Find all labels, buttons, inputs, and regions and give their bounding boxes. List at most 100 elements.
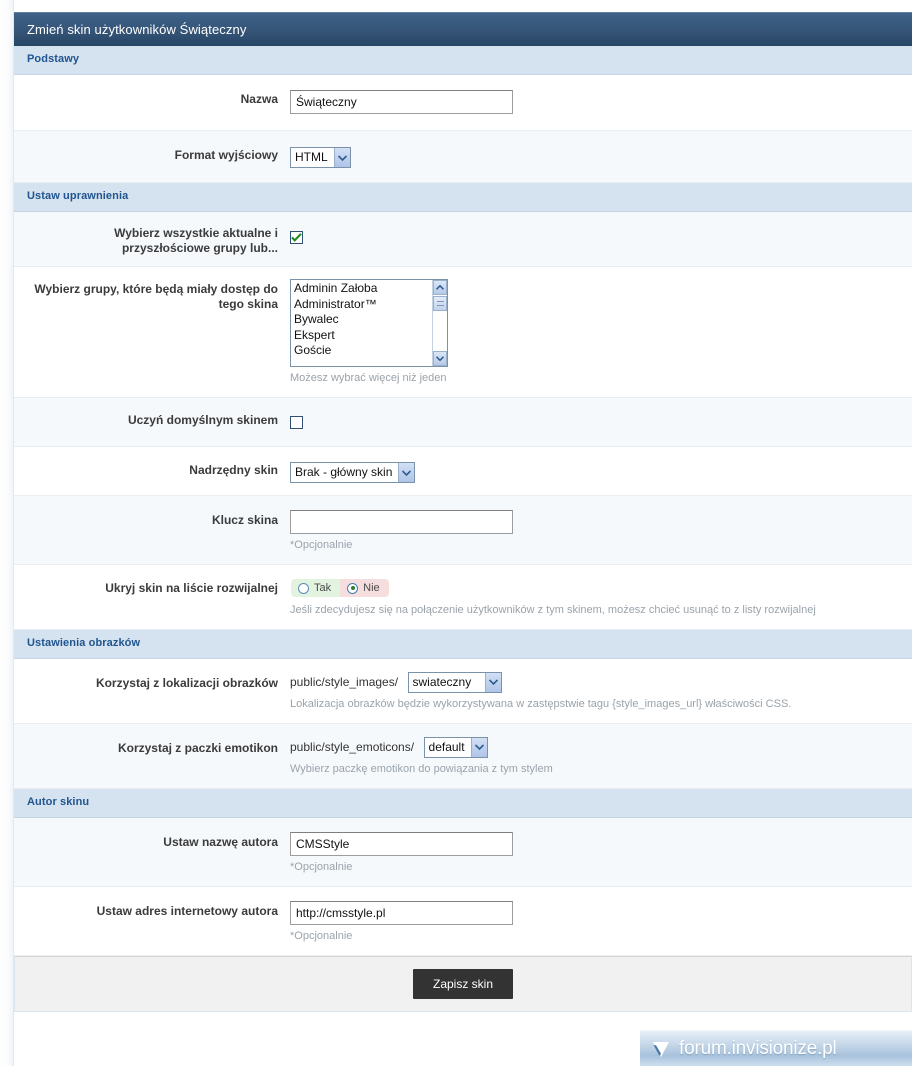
left-gutter (0, 0, 14, 1066)
chevron-down-icon (333, 148, 350, 167)
row-skin-key: Klucz skina *Opcjonalnie (14, 496, 912, 565)
label-author-url: Ustaw adres internetowy autora (96, 903, 278, 918)
row-author-url: Ustaw adres internetowy autora *Opcjonal… (14, 886, 912, 956)
window-title-bar: Zmień skin użytkowników Świąteczny (14, 12, 912, 46)
groups-list-hint: Możesz wybrać więcej niż jeden (290, 372, 447, 384)
label-skin-key: Klucz skina (211, 513, 278, 527)
row-groups-list: Wybierz grupy, które będą miały dostęp d… (14, 267, 912, 398)
chevron-down-icon (485, 672, 502, 692)
row-hide-skin: Ukryj skin na liście rozwijalnej Tak Nie… (14, 565, 912, 630)
section-header-author-label: Autor skinu (27, 795, 90, 808)
author-url-input[interactable] (290, 900, 513, 925)
emoticons-pack-prefix: public/style_emoticons/ (290, 740, 415, 755)
field-author-url: *Opcjonalnie (290, 887, 912, 955)
parent-skin-value: Brak - główny skin (295, 465, 393, 479)
row-images-location: Korzystaj z lokalizacji obrazków public/… (14, 658, 912, 724)
parent-skin-select[interactable]: Brak - główny skin (290, 462, 416, 483)
label-parent-skin: Nadrzędny skin (189, 463, 278, 477)
field-images-location: public/style_images/ swiateczny Lokaliza… (290, 659, 912, 723)
row-skin-name: Nazwa (14, 75, 912, 131)
invisionize-logo-icon (653, 1041, 669, 1057)
groups-listbox-items[interactable]: Adminin Załoba Administrator™ Bywalec Ek… (291, 280, 432, 366)
output-format-select[interactable]: HTML (290, 147, 351, 168)
radio-selected-icon (347, 582, 359, 594)
field-output-format: HTML (290, 131, 912, 180)
scrollbar-thumb[interactable] (433, 296, 447, 311)
field-groups-list: Adminin Załoba Administrator™ Bywalec Ek… (290, 267, 912, 397)
label-hide-skin: Ukryj skin na liście rozwijalnej (105, 581, 278, 595)
section-header-permissions-label: Ustaw uprawnienia (27, 190, 129, 202)
list-item[interactable]: Ekspert (294, 327, 335, 342)
default-skin-checkbox[interactable] (290, 416, 303, 429)
page-title: Zmień skin użytkowników Świąteczny (27, 22, 247, 37)
skin-key-hint: *Opcjonalnie (290, 539, 353, 551)
scrollbar-track[interactable] (433, 311, 447, 351)
hide-skin-no-label: Nie (363, 582, 380, 594)
select-all-groups-checkbox[interactable] (290, 231, 303, 244)
label-groups-list: Wybierz grupy, które będą miały dostęp d… (34, 282, 278, 311)
label-skin-name: Nazwa (240, 92, 278, 106)
field-select-all-groups (290, 212, 912, 259)
label-select-all-groups: Wybierz wszystkie aktualne i przyszłości… (114, 226, 278, 255)
author-name-input[interactable] (290, 831, 513, 856)
groups-listbox-scrollbar[interactable] (432, 280, 447, 366)
row-select-all-groups: Wybierz wszystkie aktualne i przyszłości… (14, 212, 912, 267)
hide-skin-yes-label: Tak (314, 582, 332, 594)
author-name-hint: *Opcjonalnie (290, 860, 353, 873)
images-location-select[interactable]: swiateczny (407, 671, 503, 693)
images-location-prefix: public/style_images/ (290, 675, 399, 690)
field-skin-name (290, 75, 912, 126)
left-gutter-divider (13, 0, 14, 1066)
form-footer: Zapisz skin (14, 955, 912, 1012)
list-item[interactable]: Administrator™ (294, 296, 377, 311)
list-item[interactable]: Bywalec (294, 312, 339, 326)
skin-key-input[interactable] (290, 510, 513, 534)
field-parent-skin: Brak - główny skin (290, 447, 912, 495)
row-parent-skin: Nadrzędny skin Brak - główny skin (14, 447, 912, 496)
groups-listbox[interactable]: Adminin Załoba Administrator™ Bywalec Ek… (290, 279, 448, 367)
admin-form-frame: Zmień skin użytkowników Świąteczny Podst… (14, 12, 912, 1012)
output-format-value: HTML (295, 150, 328, 164)
hide-skin-option-yes[interactable]: Tak (291, 579, 341, 597)
section-header-permissions: Ustaw uprawnienia (14, 183, 912, 212)
chevron-down-icon (398, 463, 415, 482)
label-default-skin: Uczyń domyślnym skinem (127, 413, 278, 427)
row-emoticons-pack: Korzystaj z paczki emotikon public/style… (14, 723, 912, 789)
row-default-skin: Uczyń domyślnym skinem (14, 398, 912, 447)
hide-skin-toggle[interactable]: Tak Nie (290, 578, 390, 598)
emoticons-pack-select[interactable]: default (423, 736, 488, 758)
field-emoticons-pack: public/style_emoticons/ default Wybierz … (290, 724, 912, 788)
row-author-name: Ustaw nazwę autora *Opcjonalnie (14, 817, 912, 887)
label-author-name: Ustaw nazwę autora (163, 834, 278, 849)
section-header-images-label: Ustawienia obrazków (27, 636, 141, 649)
scroll-up-icon[interactable] (433, 280, 447, 295)
field-default-skin (290, 398, 912, 446)
images-location-value: swiateczny (412, 674, 472, 689)
images-location-hint: Lokalizacja obrazków będzie wykorzystywa… (290, 697, 792, 710)
field-skin-key: *Opcjonalnie (290, 496, 912, 564)
list-item[interactable]: Goście (294, 343, 332, 357)
chevron-down-icon (470, 737, 487, 757)
list-item[interactable]: Adminin Załoba (294, 281, 378, 295)
radio-unselected-icon (298, 582, 309, 594)
section-header-author: Autor skinu (14, 788, 912, 818)
scroll-down-icon[interactable] (433, 351, 447, 366)
field-author-name: *Opcjonalnie (290, 818, 912, 886)
hide-skin-option-no[interactable]: Nie (340, 579, 389, 597)
section-header-basics: Podstawy (14, 46, 912, 75)
emoticons-pack-hint: Wybierz paczkę emotikon do powiązania z … (290, 762, 553, 775)
watermark-bar: forum.invisionize.pl (640, 1030, 912, 1066)
section-header-images: Ustawienia obrazków (14, 629, 912, 659)
row-output-format: Format wyjściowy HTML (14, 131, 912, 183)
label-emoticons-pack: Korzystaj z paczki emotikon (117, 740, 278, 755)
author-url-hint: *Opcjonalnie (290, 929, 353, 942)
field-hide-skin: Tak Nie Jeśli zdecydujesz się na połącze… (290, 565, 912, 629)
hide-skin-hint: Jeśli zdecydujesz się na połączenie użyt… (290, 603, 816, 616)
label-images-location: Korzystaj z lokalizacji obrazków (95, 675, 278, 690)
label-output-format: Format wyjściowy (174, 148, 278, 162)
skin-name-input[interactable] (290, 90, 513, 114)
check-icon (291, 233, 302, 242)
emoticons-pack-value: default (428, 739, 465, 754)
save-skin-button[interactable]: Zapisz skin (412, 968, 514, 999)
